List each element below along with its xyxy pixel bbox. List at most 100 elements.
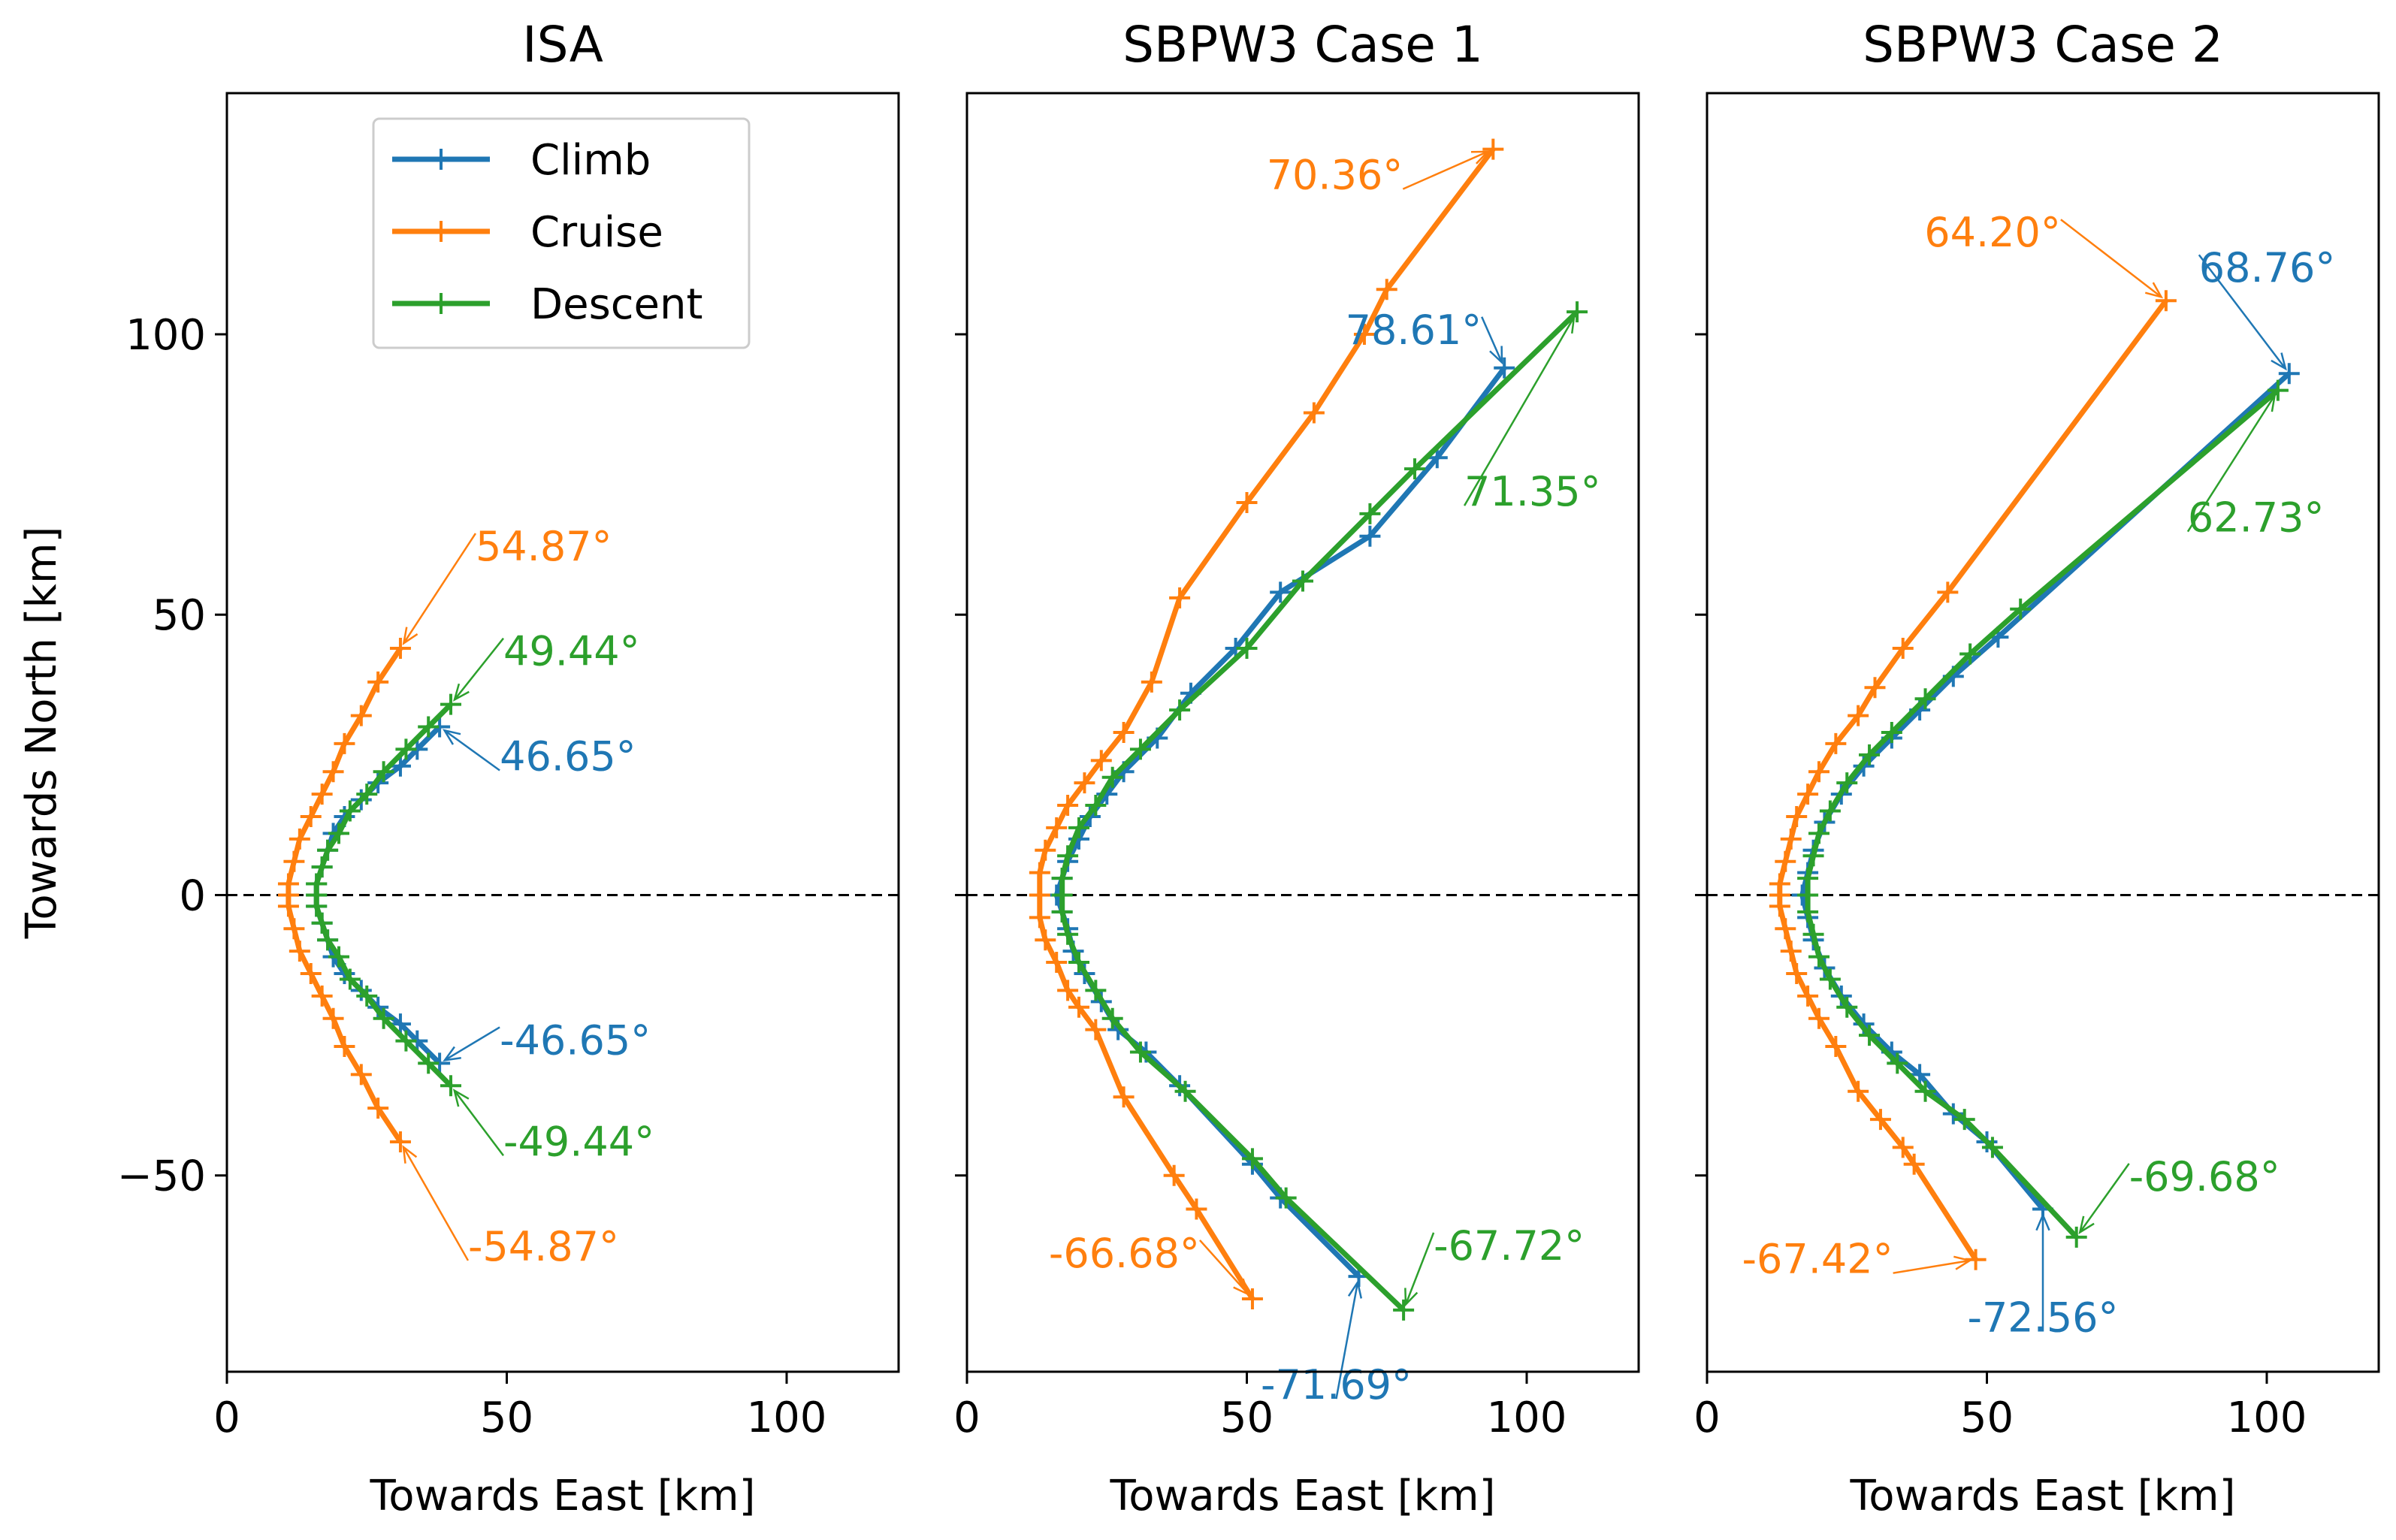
data-point-descent <box>2065 1226 2087 1248</box>
data-point-cruise <box>289 941 310 962</box>
data-point-descent <box>1802 923 1824 945</box>
data-point-descent <box>1393 1299 1415 1321</box>
annotation-arrowhead <box>2260 393 2277 412</box>
series-line-descent <box>1059 310 1579 1312</box>
data-point-descent <box>328 946 349 968</box>
data-point-cruise <box>1035 839 1056 861</box>
legend-label-climb: Climb <box>530 136 651 185</box>
data-point-cruise <box>1825 732 1847 754</box>
data-point-descent <box>1808 946 1829 968</box>
data-point-descent <box>2267 379 2289 401</box>
panel-1: 54.87° 49.44° 46.65° -46.65° -49.44° -54.87° 0… <box>17 16 900 1520</box>
data-point-descent <box>2010 598 2032 620</box>
annotation-arrow <box>443 729 500 772</box>
data-point-cruise <box>1074 772 1095 794</box>
data-point-cruise <box>1786 962 1808 984</box>
legend-box <box>372 117 751 349</box>
annotation-arrowhead <box>1470 150 1490 165</box>
data-point-descent <box>1887 1052 1908 1074</box>
data-point-cruise <box>283 918 305 940</box>
y-axis-label: Towards North [km] <box>17 527 66 940</box>
data-point-cruise <box>1169 587 1191 608</box>
data-point-descent <box>395 1030 417 1052</box>
panel-3: 64.20° 68.76° 62.73° -69.68° -67.42° -72.56° 0… <box>1694 16 2380 1520</box>
data-point-descent <box>317 929 339 951</box>
data-point-cruise <box>283 850 305 872</box>
data-point-cruise <box>1775 850 1796 872</box>
data-point-cruise <box>1057 980 1079 1001</box>
data-point-descent <box>1057 923 1079 945</box>
annotation-arrow <box>1402 150 1488 190</box>
annotation-arrowhead <box>452 1089 470 1107</box>
data-point-cruise <box>1241 1288 1263 1309</box>
data-point-cruise <box>1892 1137 1914 1158</box>
annotation-label: -72.56° <box>1967 1294 2118 1342</box>
data-point-cruise <box>1780 828 1802 850</box>
data-point-cruise <box>277 895 299 917</box>
data-point-cruise <box>1482 138 1504 160</box>
annotation-label: 62.73° <box>2188 494 2325 542</box>
legend-label-cruise: Cruise <box>530 208 663 257</box>
y-tick-label: 50 <box>153 591 206 640</box>
annotation-label: 78.61° <box>1346 306 1482 354</box>
data-point-cruise <box>334 732 355 754</box>
data-point-cruise <box>1937 581 1959 603</box>
annotation-arrow <box>1404 1232 1435 1305</box>
annotation-arrow <box>454 637 504 701</box>
data-point-descent <box>1129 738 1151 760</box>
data-point-descent <box>440 1075 461 1097</box>
data-point-cruise <box>1057 795 1079 817</box>
data-point-descent <box>1174 1080 1196 1102</box>
data-point-cruise <box>367 1098 389 1119</box>
data-point-descent <box>373 761 394 783</box>
annotation-arrowhead <box>2144 282 2164 299</box>
data-point-cruise <box>1864 677 1886 699</box>
data-point-cruise <box>1303 402 1325 424</box>
data-point-cruise <box>1029 884 1050 906</box>
data-point-descent <box>1881 722 1902 743</box>
x-tick-label: 100 <box>747 1394 827 1442</box>
annotation-arrow <box>453 1089 504 1157</box>
data-point-descent <box>317 839 339 861</box>
annotation-label: 49.44° <box>503 628 640 675</box>
y-tick-label: −50 <box>117 1152 206 1201</box>
data-point-cruise <box>300 962 322 984</box>
data-point-descent <box>1836 772 1858 794</box>
data-point-cruise <box>1903 1153 1925 1175</box>
annotation-arrow <box>2079 1163 2130 1234</box>
data-point-cruise <box>1808 1007 1829 1029</box>
annotation-label: 71.35° <box>1464 468 1601 515</box>
annotation-arrowhead <box>1560 315 1576 334</box>
data-point-descent <box>440 693 461 715</box>
x-axis-label: Towards East [km] <box>1850 1472 2236 1520</box>
annotation-label: 64.20° <box>1924 209 2061 256</box>
data-point-cruise <box>1085 1019 1107 1040</box>
data-point-cruise <box>1186 1198 1207 1220</box>
series-line-cruise <box>1777 299 2168 1261</box>
data-point-cruise <box>322 761 344 783</box>
data-point-cruise <box>350 705 372 726</box>
data-point-descent <box>1953 1109 1975 1131</box>
data-point-descent <box>1101 766 1123 788</box>
x-tick-label: 0 <box>1694 1394 1721 1442</box>
data-point-descent <box>1981 1137 2003 1158</box>
data-point-descent <box>1404 458 1425 480</box>
data-point-cruise <box>1848 1080 1869 1102</box>
annotation-label: -54.87° <box>468 1223 619 1270</box>
data-point-descent <box>418 716 440 738</box>
data-point-cruise <box>1046 817 1068 838</box>
x-tick-label: 100 <box>1487 1394 1567 1442</box>
data-point-descent <box>1914 688 1936 710</box>
y-tick-label: 100 <box>125 311 206 360</box>
data-point-cruise <box>1825 1036 1847 1058</box>
annotation-arrow <box>2060 219 2162 298</box>
annotation-arrowhead <box>452 683 470 702</box>
data-point-cruise <box>1236 491 1258 513</box>
data-point-descent <box>328 823 349 844</box>
data-point-descent <box>1959 643 1981 665</box>
data-point-cruise <box>1376 279 1397 300</box>
panel-title: SBPW3 Case 2 <box>1863 16 2223 74</box>
data-point-cruise <box>1780 941 1802 962</box>
data-point-cruise <box>1046 952 1068 974</box>
data-point-descent <box>1859 1025 1881 1046</box>
